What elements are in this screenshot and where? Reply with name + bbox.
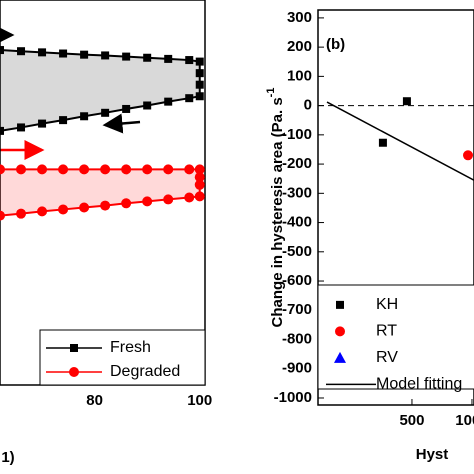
y-tick-label: -700 (282, 301, 312, 318)
marker (184, 164, 195, 175)
marker (16, 164, 27, 175)
marker (80, 50, 89, 59)
marker (0, 126, 4, 135)
marker (184, 192, 195, 203)
marker (38, 119, 47, 128)
y-tick-label: 0 (304, 97, 312, 114)
marker (164, 54, 173, 63)
legend-marker (336, 300, 344, 309)
panel-label: (b) (326, 36, 345, 53)
marker (163, 194, 174, 205)
marker (195, 57, 204, 66)
y-tick-label: -100 (282, 126, 312, 143)
marker (122, 104, 131, 113)
loop-fill (0, 50, 200, 131)
y-tick-label: -500 (282, 243, 312, 260)
y-tick-label: -900 (282, 360, 312, 377)
legend-label: KH (376, 296, 398, 313)
legend-label: Degraded (110, 363, 180, 380)
y-tick-label: -400 (282, 214, 312, 231)
legend-box (39, 329, 206, 386)
arrow (102, 113, 141, 134)
marker (59, 49, 68, 58)
marker (194, 172, 205, 183)
loop-fill (0, 169, 200, 216)
marker (80, 112, 89, 121)
marker (16, 208, 27, 219)
legend-marker (70, 344, 78, 352)
marker (58, 164, 69, 175)
marker (142, 164, 153, 175)
legend-label: Model fitting (376, 376, 462, 393)
marker (101, 51, 110, 60)
marker (0, 164, 5, 175)
marker (194, 191, 205, 202)
marker (37, 164, 48, 175)
marker (142, 196, 153, 207)
marker (463, 150, 473, 161)
marker (185, 94, 194, 103)
marker (100, 200, 111, 211)
marker (37, 206, 48, 217)
marker (38, 48, 47, 57)
marker (194, 164, 205, 175)
legend-label: Fresh (110, 339, 151, 356)
marker (59, 116, 68, 125)
y-axis-label-main: Change in hysteresis area (Pa. s (269, 97, 286, 327)
marker (194, 179, 205, 190)
marker (195, 92, 204, 101)
marker (79, 202, 90, 213)
x-tick-label: 100 (187, 392, 212, 409)
marker (0, 210, 5, 221)
marker (17, 47, 26, 56)
y-tick-label: 200 (287, 38, 312, 55)
y-tick-label: -300 (282, 184, 312, 201)
y-axis-label-sup: -1 (265, 88, 277, 98)
legend-marker (335, 326, 345, 337)
marker (402, 97, 411, 106)
marker (143, 101, 152, 110)
y-tick-label: -600 (282, 272, 312, 289)
marker (143, 53, 152, 62)
x-tick-label: 1000 (455, 412, 474, 429)
y-tick-label: -800 (282, 330, 312, 347)
marker (185, 56, 194, 65)
x-axis-label: 1) (1, 449, 14, 466)
series-line (326, 101, 474, 181)
marker (164, 97, 173, 106)
y-tick-label: -1000 (274, 389, 312, 406)
y-tick-label: 300 (287, 9, 312, 26)
marker (378, 138, 387, 147)
plot-frame (317, 9, 474, 406)
y-tick-label: 100 (287, 67, 312, 84)
marker (122, 52, 131, 61)
x-axis-label: Hyst (416, 446, 449, 463)
marker (100, 164, 111, 175)
legend-label: RT (376, 323, 397, 340)
y-tick-label: -200 (282, 155, 312, 172)
x-tick-label: 500 (399, 412, 424, 429)
legend-marker (69, 367, 79, 377)
marker (195, 80, 204, 89)
x-tick-label: 80 (86, 392, 103, 409)
marker (0, 46, 4, 55)
marker (17, 123, 26, 132)
marker (121, 198, 132, 209)
marker (163, 164, 174, 175)
marker (101, 108, 110, 117)
y-axis-label: Change in hysteresis area (Pa. s-1 (265, 88, 286, 328)
legend-label: RV (376, 349, 398, 366)
marker (58, 204, 69, 215)
marker (79, 164, 90, 175)
legend-marker (334, 351, 346, 363)
marker (121, 164, 132, 175)
marker (195, 69, 204, 78)
